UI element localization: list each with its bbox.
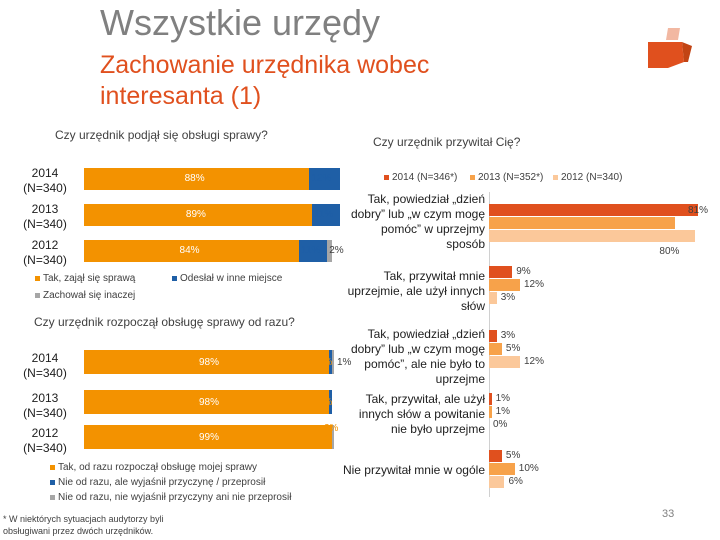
bar: [489, 343, 502, 355]
category-label: 2013 (N=340): [23, 391, 67, 420]
bar-data-label: 12%: [311, 173, 332, 184]
bar: [489, 330, 497, 342]
bar: [489, 406, 492, 418]
bar-segment: [84, 240, 300, 262]
legend-item: 2013 (N=352*): [470, 172, 543, 183]
category-label: Tak, przywitał mnie uprzejmie, ale użył …: [347, 269, 485, 313]
category-label: 2013 (N=340): [23, 202, 67, 231]
bar-segment: [311, 204, 340, 226]
bar-data-label: 99%: [199, 432, 220, 443]
legend-item: Odesłał w inne miejsce: [172, 273, 282, 284]
legend-item: 2014 (N=346*): [384, 172, 457, 183]
category-label: 2014 (N=340): [23, 166, 67, 195]
bar-data-label: 5%: [505, 343, 521, 354]
bar-data-label: 12%: [523, 279, 544, 290]
bar-data-label: 81%: [688, 205, 709, 216]
bar-segment: [309, 168, 340, 190]
category-label: Tak, powiedział „dzień dobry” lub „w czy…: [350, 327, 485, 386]
bar-segment: [329, 350, 332, 374]
bar: [489, 356, 520, 368]
bar-data-label: 84%: [179, 245, 200, 256]
chart-title: Czy urzędnik przywitał Cię?: [373, 135, 521, 149]
bar-data-label: 3%: [500, 292, 516, 303]
bar-segment: [329, 390, 332, 414]
bar-segment: [84, 168, 310, 190]
legend-swatch: [553, 174, 558, 180]
bar-data-label: 0%: [493, 419, 508, 430]
category-label: 2012 (N=340): [23, 238, 67, 267]
bar: [489, 476, 505, 488]
bar-data-label: 1%: [337, 357, 352, 368]
bar-data-label: 89%: [185, 209, 206, 220]
bar-data-label: 88%: [184, 173, 205, 184]
bar: [489, 463, 515, 475]
legend-swatch: [50, 464, 55, 470]
bar: [489, 292, 497, 304]
bar-data-label: 98%: [199, 357, 220, 368]
logo-text: arc: [662, 72, 683, 89]
legend-swatch: [35, 292, 40, 298]
legend-item: 2012 (N=340): [553, 172, 622, 183]
bar-data-label: 3%: [500, 330, 516, 341]
legend-item: Tak, zajął się sprawą: [35, 273, 135, 284]
logo-subtext: RYNEK i OPINIA: [657, 90, 688, 95]
bar-data-label: 1%: [318, 357, 333, 368]
bar-data-label: 1%: [318, 397, 333, 408]
bar-data-label: 1%: [318, 432, 333, 443]
bar-segment: [331, 425, 334, 449]
bar-segment: [331, 350, 334, 374]
legend-swatch: [50, 479, 55, 485]
bar: [489, 450, 502, 462]
category-label: Tak, przywitał, ale użył innych słów a p…: [358, 392, 485, 436]
legend-swatch: [384, 174, 389, 180]
chart-title: Czy urzędnik rozpoczął obsługę sprawy od…: [34, 315, 295, 329]
legend-item: Zachował się inaczej: [35, 290, 135, 301]
category-label: 2014 (N=340): [23, 351, 67, 380]
bar-data-label: 2%: [324, 423, 339, 434]
footnote: * W niektórych sytuacjach audytorzy byli…: [3, 514, 164, 536]
bar: [489, 204, 698, 216]
bar: [489, 279, 520, 291]
bar: [489, 217, 675, 229]
bar: [489, 266, 513, 278]
bar-data-label: 1%: [495, 406, 511, 417]
bar-data-label: 10%: [518, 463, 539, 474]
legend-item: Nie od razu, ale wyjaśnił przyczynę / pr…: [50, 477, 265, 488]
bar-data-label: 6%: [508, 476, 523, 487]
page-subtitle: Zachowanie urzędnika wobec interesanta (…: [100, 51, 430, 110]
bar: [489, 230, 696, 242]
bar-segment: [84, 350, 329, 374]
legend-item: Nie od razu, nie wyjaśnił przyczyny ani …: [50, 492, 291, 503]
legend-swatch: [470, 174, 475, 180]
bar-segment: [84, 390, 329, 414]
bar-data-label: 2%: [329, 245, 344, 256]
page-title: Wszystkie urzędy: [100, 2, 381, 43]
chart-title: Czy urzędnik podjął się obsługi sprawy?: [55, 128, 268, 142]
bar-data-label: 12%: [523, 356, 544, 367]
bar-data-label: 11%: [313, 209, 334, 220]
bar-data-label: 1%: [495, 393, 511, 404]
category-label: 2012 (N=340): [23, 426, 67, 455]
arc-logo: arc RYNEK i OPINIA: [648, 28, 692, 95]
bar-segment: [299, 240, 328, 262]
bar-segment: [84, 425, 332, 449]
legend-swatch: [35, 275, 40, 281]
bar-data-label: 80%: [659, 246, 680, 257]
bar-data-label: 11%: [301, 245, 321, 256]
bar-data-label: 9%: [516, 266, 531, 277]
bar-segment: [327, 240, 333, 262]
page-number: 33: [662, 508, 675, 520]
category-label: Tak, powiedział „dzień dobry” lub „w czy…: [350, 192, 485, 251]
legend-item: Tak, od razu rozpoczął obsługę mojej spr…: [50, 462, 257, 473]
bar-segment: [84, 204, 312, 226]
legend-swatch: [172, 275, 177, 281]
bar-data-label: 98%: [199, 397, 220, 408]
category-label: Nie przywitał mnie w ogóle: [342, 463, 485, 477]
bar: [489, 393, 492, 405]
bar-data-label: 5%: [505, 450, 521, 461]
legend-swatch: [50, 494, 55, 500]
